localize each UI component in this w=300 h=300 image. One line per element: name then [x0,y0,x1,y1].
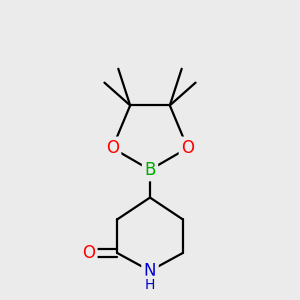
Text: N: N [144,262,156,280]
Text: B: B [144,161,156,179]
Text: O: O [181,139,194,157]
Text: O: O [82,244,95,262]
Text: O: O [106,139,119,157]
Text: H: H [145,278,155,292]
